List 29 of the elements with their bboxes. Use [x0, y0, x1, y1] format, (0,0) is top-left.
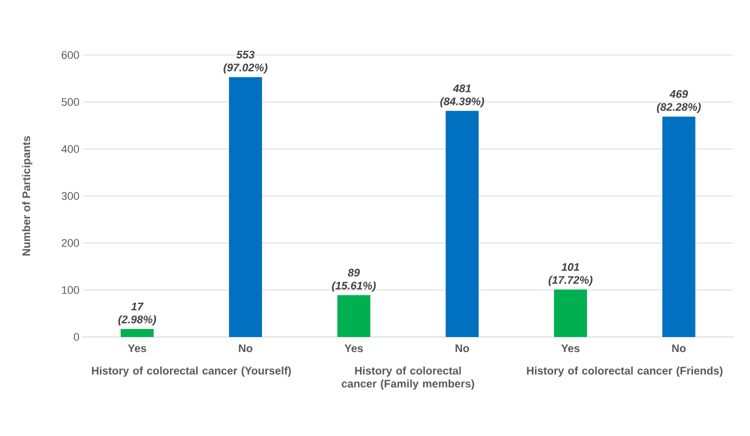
data-label: 481 (84.39%)	[440, 84, 484, 108]
y-tick-label: 0	[74, 333, 80, 341]
y-tick-label: 600	[62, 51, 80, 59]
text: History of colorectal cancer (Family members)	[342, 366, 474, 390]
text: History of colorectal cancer (Yourself)	[92, 366, 291, 377]
x-tick-label: No	[238, 344, 252, 352]
bar	[229, 77, 262, 337]
x-tick-label: Yes	[344, 344, 363, 352]
y-tick-label: 300	[62, 192, 80, 200]
bar	[120, 329, 154, 337]
bar	[337, 295, 370, 337]
data-label: 469 (82.28%)	[656, 90, 701, 114]
y-axis-title: Number of Participants	[22, 136, 32, 256]
bar	[554, 290, 588, 337]
bar	[662, 116, 696, 337]
x-tick-label: Yes	[128, 344, 146, 352]
x-tick-label: Yes	[561, 344, 580, 352]
data-label: 17 (2.98%)	[118, 302, 156, 326]
y-tick-label: 400	[61, 145, 80, 153]
y-tick-label: 100	[62, 286, 80, 294]
x-tick-label: No	[672, 344, 686, 352]
y-tick-label: 500	[62, 98, 80, 106]
data-label: 89 (15.61%)	[332, 268, 376, 292]
x-tick-label: No	[456, 344, 470, 352]
text: History of colorectal cancer (Friends)	[527, 366, 722, 377]
data-label: 101 (17.72%)	[548, 263, 592, 286]
bar	[446, 110, 479, 337]
data-label: 553 (97.02%)	[224, 50, 268, 74]
y-tick-label: 200	[62, 239, 80, 247]
